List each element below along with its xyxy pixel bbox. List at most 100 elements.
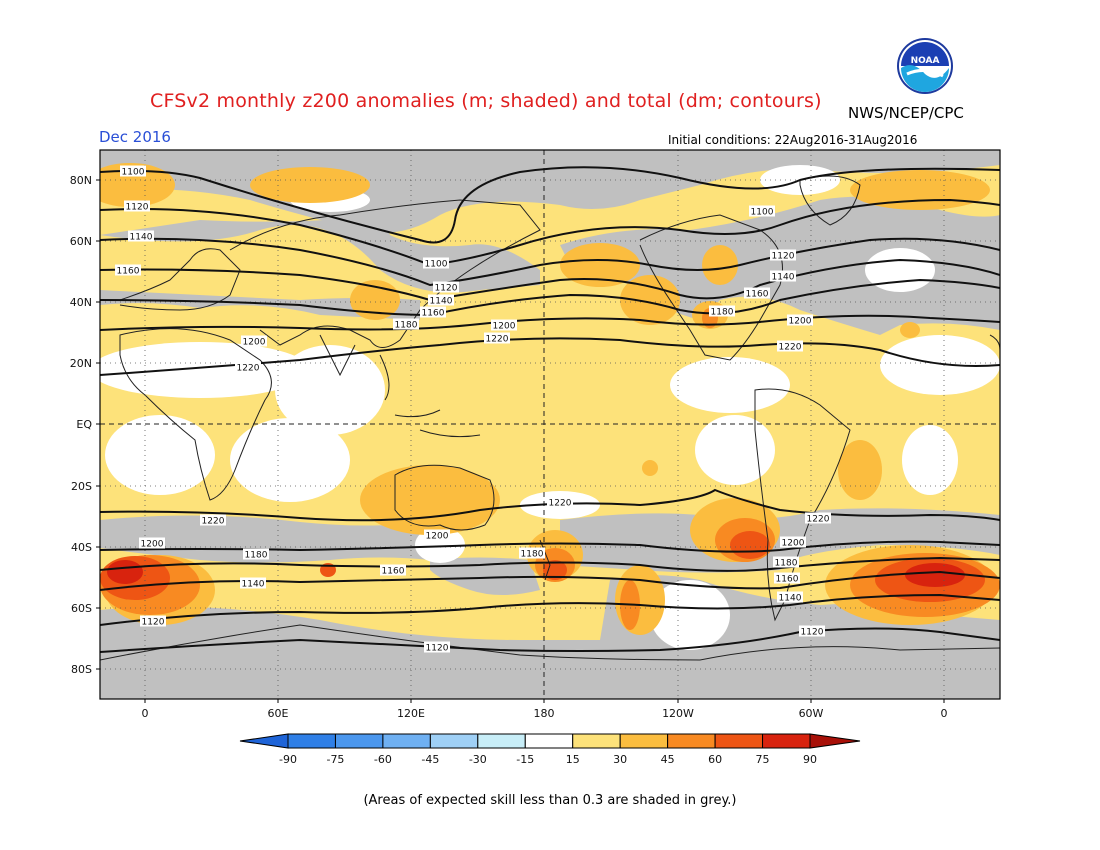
contour-label-bg: [780, 536, 806, 548]
contour-label-bg: [519, 547, 545, 559]
contour-label: 1200: [426, 532, 449, 542]
contour-label: 1140: [130, 233, 153, 243]
colorbar-tick-label: -75: [326, 753, 344, 766]
longitude-labels: 0 60E 120E 180 120W 60W 0: [142, 707, 948, 720]
contour-label-bg: [770, 249, 796, 261]
contour-label-bg: [139, 537, 165, 549]
contour-labels: 1100110011001120112011201140114011401160…: [115, 165, 831, 654]
contour-label: 1200: [782, 539, 805, 549]
lon-label: 0: [142, 707, 149, 720]
contour-label-bg: [805, 512, 831, 524]
lat-label: 20S: [71, 480, 92, 493]
colorbar-box: [429, 733, 479, 749]
lat-label: 40N: [70, 296, 92, 309]
colorbar-tick-label: 75: [756, 753, 770, 766]
contour-label-bg: [547, 496, 573, 508]
colorbar-tick-label: -60: [374, 753, 392, 766]
contour-label-bg: [491, 319, 517, 331]
contour-label-bg: [424, 641, 450, 653]
colorbar-box: [334, 733, 384, 749]
colorbar-box: [619, 733, 669, 749]
latitude-labels: 80N 60N 40N 20N EQ 20S 40S 60S 80S: [70, 174, 93, 676]
colorbar-tick-label: -15: [516, 753, 534, 766]
colorbar-tick-label: 15: [566, 753, 580, 766]
axis-ticks: [96, 179, 945, 703]
continent-outlines: [100, 175, 1000, 661]
contour-label-bg: [200, 514, 226, 526]
contour-label-bg: [749, 205, 775, 217]
contour-label: 1220: [486, 335, 509, 345]
colorbar-tick-label: -30: [469, 753, 487, 766]
colorbar: [239, 733, 861, 749]
colorbar-tick-label: 60: [708, 753, 722, 766]
contour-label-bg: [709, 305, 735, 317]
contour-label: 1120: [126, 203, 149, 213]
contour-label: 1160: [117, 267, 140, 277]
contour-label: 1140: [430, 297, 453, 307]
lon-label: 180: [534, 707, 555, 720]
contour-label: 1120: [142, 618, 165, 628]
colorbar-low-arrow: [239, 733, 289, 749]
contour-label-bg: [774, 572, 800, 584]
contour-label-bg: [428, 294, 454, 306]
contour-label: 1220: [779, 343, 802, 353]
contour-label-bg: [777, 591, 803, 603]
contour-label: 1140: [772, 273, 795, 283]
contour-label: 1160: [382, 567, 405, 577]
contour-label-bg: [124, 200, 150, 212]
contour-label: 1200: [141, 540, 164, 550]
contour-label: 1180: [395, 321, 418, 331]
colorbar-box: [524, 733, 574, 749]
equator-dateline: [100, 150, 1000, 699]
contour-label: 1160: [422, 309, 445, 319]
near-zero-anomaly-areas: [100, 165, 1000, 650]
skill-footnote: (Areas of expected skill less than 0.3 a…: [363, 793, 737, 808]
noaa-logo-icon: NOAA: [897, 38, 953, 94]
colorbar-box: [477, 733, 526, 749]
contour-label-bg: [484, 332, 510, 344]
contour-label-bg: [799, 625, 825, 637]
contour-label-bg: [235, 361, 261, 373]
contour-label-bg: [241, 335, 267, 347]
colorbar-tick-label: 90: [803, 753, 817, 766]
contour-label: 1200: [789, 317, 812, 327]
colorbar-box: [572, 733, 621, 749]
colorbar-box: [762, 733, 811, 749]
colorbar-tick-label: 45: [661, 753, 675, 766]
contour-label: 1220: [549, 499, 572, 509]
contour-label: 1200: [243, 338, 266, 348]
contour-label: 1220: [237, 364, 260, 374]
extreme-positive-anomaly-areas: [107, 560, 965, 587]
contour-label-bg: [777, 340, 803, 352]
lat-label: 80N: [70, 174, 92, 187]
contour-label-bg: [770, 270, 796, 282]
contour-label-bg: [744, 287, 770, 299]
contour-label: 1100: [425, 260, 448, 270]
contour-label: 1220: [202, 517, 225, 527]
colorbar-box: [287, 733, 336, 749]
contour-label: 1120: [772, 252, 795, 262]
lon-label: 120W: [662, 707, 694, 720]
contour-label-bg: [240, 577, 266, 589]
contour-label-bg: [120, 165, 146, 177]
contour-label: 1100: [751, 208, 774, 218]
contour-label: 1140: [242, 580, 265, 590]
contour-label: 1180: [521, 550, 544, 560]
contour-label-bg: [115, 264, 141, 276]
colorbar-tick-label: 30: [613, 753, 627, 766]
contour-label-bg: [420, 306, 446, 318]
graticule: [100, 150, 1000, 699]
colorbar-tick-label: -45: [421, 753, 439, 766]
colorbar-high-arrow: [809, 733, 861, 749]
noaa-logo-text: NOAA: [911, 56, 940, 66]
forecast-period: Dec 2016: [99, 128, 171, 146]
agency-label: NWS/NCEP/CPC: [848, 104, 964, 122]
contour-label: 1180: [775, 559, 798, 569]
contour-label: 1120: [801, 628, 824, 638]
lon-label: 60W: [799, 707, 824, 720]
lat-label: 20N: [70, 357, 92, 370]
contour-label: 1200: [493, 322, 516, 332]
contour-label: 1160: [746, 290, 769, 300]
contour-label: 1120: [435, 284, 458, 294]
